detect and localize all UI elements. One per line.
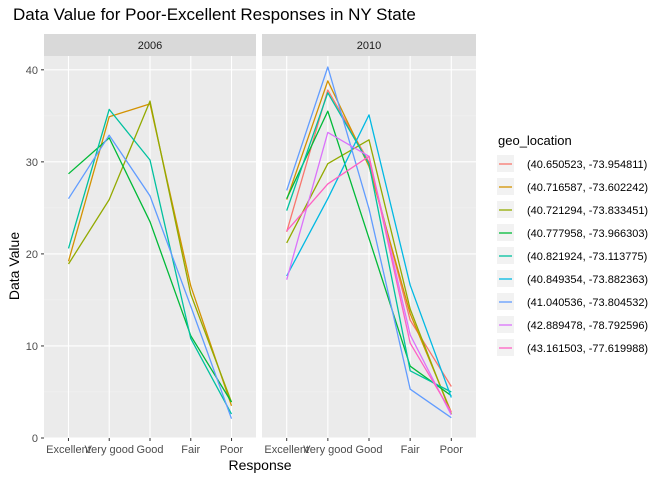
series-line-2010-5 (286, 114, 452, 398)
legend-item: (41.040536, -73.804532) (497, 293, 648, 310)
y-axis: 0 10 20 30 40 (26, 65, 44, 445)
x-tick-label: Very good (84, 444, 134, 456)
legend-item: (40.849354, -73.882363) (497, 270, 648, 287)
legend-label: (41.040536, -73.804532) (527, 297, 648, 309)
legend-item: (43.161503, -77.619988) (497, 339, 648, 356)
x-tick-label: Poor (220, 444, 244, 456)
series-line-2006-4 (67, 134, 233, 419)
legend: (40.650523, -73.954811) (40.716587, -73.6… (497, 155, 648, 356)
y-tick-label: 20 (26, 249, 38, 261)
series-line-2010-6 (286, 66, 452, 419)
x-tick-label: Fair (401, 444, 420, 456)
x-tick-label: Very good (303, 444, 353, 456)
legend-label: (40.777958, -73.966303) (527, 228, 648, 240)
legend-label: (40.650523, -73.954811) (527, 159, 647, 171)
legend-item: (42.889478, -78.792596) (497, 316, 648, 333)
strip-label: 2006 (138, 40, 162, 52)
y-tick-label: 0 (32, 433, 38, 445)
x-axis-label: Response (228, 457, 291, 473)
legend-item: (40.821924, -73.113775) (497, 247, 647, 264)
legend-label: (40.721294, -73.833451) (527, 205, 648, 217)
series-line-2010-2 (286, 139, 452, 415)
x-tick-label: Good (137, 444, 164, 456)
strip-background (262, 34, 476, 56)
series-line-2010-4 (286, 92, 452, 393)
series-line-2006-1 (67, 100, 233, 403)
series-line-2010-8 (286, 155, 452, 413)
strip-label: 2010 (357, 40, 381, 52)
strip-background (44, 34, 256, 56)
legend-label: (40.716587, -73.602242) (527, 182, 648, 194)
x-tick-label: Good (356, 444, 383, 456)
x-tick-label: Fair (181, 444, 200, 456)
series-line-2010-0 (286, 89, 452, 387)
x-tick-label: Excellent (264, 444, 309, 456)
y-axis-label: Data Value (6, 232, 22, 300)
legend-item: (40.650523, -73.954811) (497, 155, 647, 172)
series-line-2006-2 (68, 137, 233, 403)
x-tick-label: Excellent (46, 444, 91, 456)
legend-item: (40.721294, -73.833451) (497, 201, 648, 218)
legend-item: (40.716587, -73.602242) (497, 178, 648, 195)
legend-item: (40.777958, -73.966303) (497, 224, 648, 241)
series-line-2010-3 (286, 110, 452, 397)
y-tick-label: 30 (26, 157, 38, 169)
legend-label: (42.889478, -78.792596) (527, 320, 648, 332)
y-tick-label: 40 (26, 65, 38, 77)
legend-title: geo_location (498, 133, 572, 148)
x-tick-label: Poor (440, 444, 464, 456)
legend-label: (43.161503, -77.619988) (527, 343, 648, 355)
legend-label: (40.821924, -73.113775) (527, 251, 647, 263)
y-tick-label: 10 (26, 341, 38, 353)
legend-label: (40.849354, -73.882363) (527, 274, 648, 286)
chart-title: Data Value for Poor-Excellent Responses … (13, 5, 416, 24)
